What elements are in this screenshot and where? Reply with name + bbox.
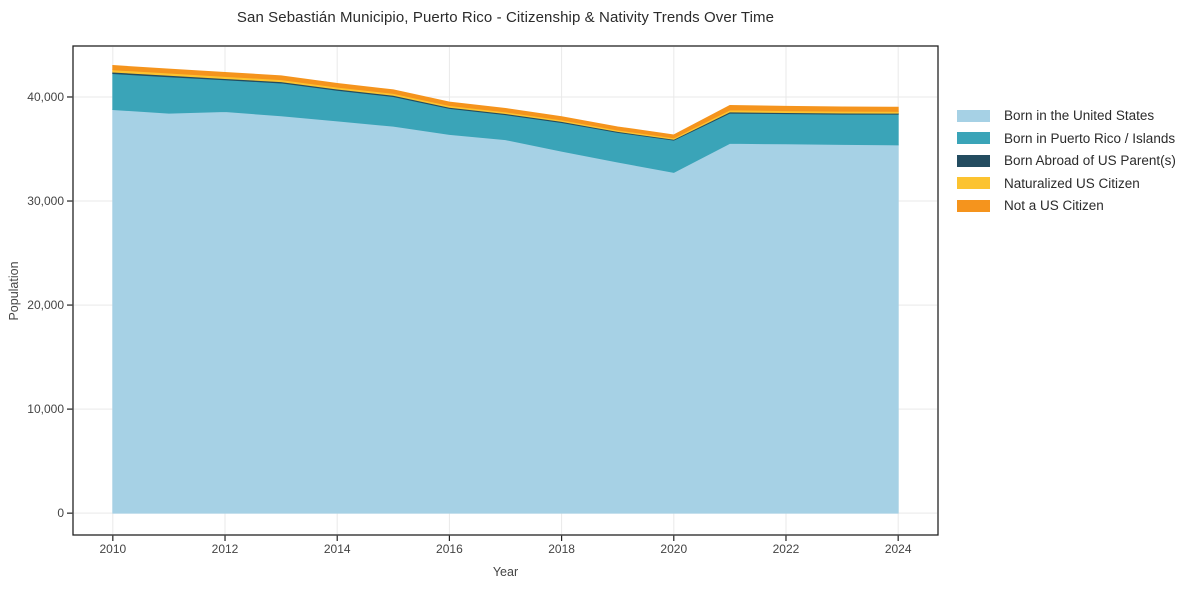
x-axis-title: Year [492, 565, 519, 579]
legend-swatch-born-in-puerto-rico-islands [957, 132, 990, 145]
legend-item-not-a-us-citizen: Not a US Citizen [957, 198, 1176, 214]
legend-label: Born in the United States [1004, 108, 1155, 123]
y-tick-label: 20,000 [27, 298, 64, 312]
legend-swatch-born-abroad-of-us-parent-s [957, 154, 990, 167]
y-tick-label: 40,000 [27, 90, 64, 104]
legend-swatch-naturalized-us-citizen [957, 177, 990, 190]
legend-label: Naturalized US Citizen [1004, 175, 1140, 191]
x-tick-label: 2022 [773, 542, 800, 556]
y-tick-label: 10,000 [27, 402, 64, 416]
legend-label: Not a US Citizen [1004, 198, 1104, 214]
plot-frame [72, 45, 939, 536]
x-tick-label: 2012 [212, 542, 239, 556]
legend: Born in the United States Born in Puerto … [957, 108, 1176, 222]
x-tick-label: 2010 [99, 542, 126, 556]
legend-label: Born in Puerto Rico / Islands [1004, 130, 1176, 146]
y-axis-title: Population [7, 261, 21, 321]
area-not-a-us-citizen [112, 65, 899, 139]
legend-item-born-in-the-united-states: Born in the United States [957, 108, 1176, 123]
legend-item-born-in-puerto-rico-islands: Born in Puerto Rico / Islands [957, 130, 1176, 146]
x-tick-label: 2014 [324, 542, 351, 556]
x-tick-label: 2016 [436, 542, 463, 556]
y-tick-label: 0 [57, 506, 64, 520]
y-tick-label: 30,000 [27, 194, 64, 208]
x-tick-label: 2024 [885, 542, 912, 556]
legend-label: Born Abroad of US Parent(s) [1004, 153, 1176, 169]
x-tick-label: 2020 [660, 542, 687, 556]
tick-labels: 2010 2012 2014 2016 2018 2020 2022 2024 0 10,000 2… [27, 90, 912, 556]
legend-item-born-abroad-of-us-parent-s: Born Abroad of US Parent(s) [957, 153, 1176, 169]
legend-item-naturalized-us-citizen: Naturalized US Citizen [957, 175, 1176, 191]
legend-swatch-not-a-us-citizen [957, 199, 990, 212]
area-born-in-the-united-states [112, 108, 899, 514]
legend-swatch-born-in-the-united-states [957, 109, 990, 122]
axis-ticks [67, 96, 899, 541]
chart-title: San Sebastián Municipio, Puerto Rico - C… [236, 9, 775, 26]
x-tick-label: 2018 [548, 542, 575, 556]
